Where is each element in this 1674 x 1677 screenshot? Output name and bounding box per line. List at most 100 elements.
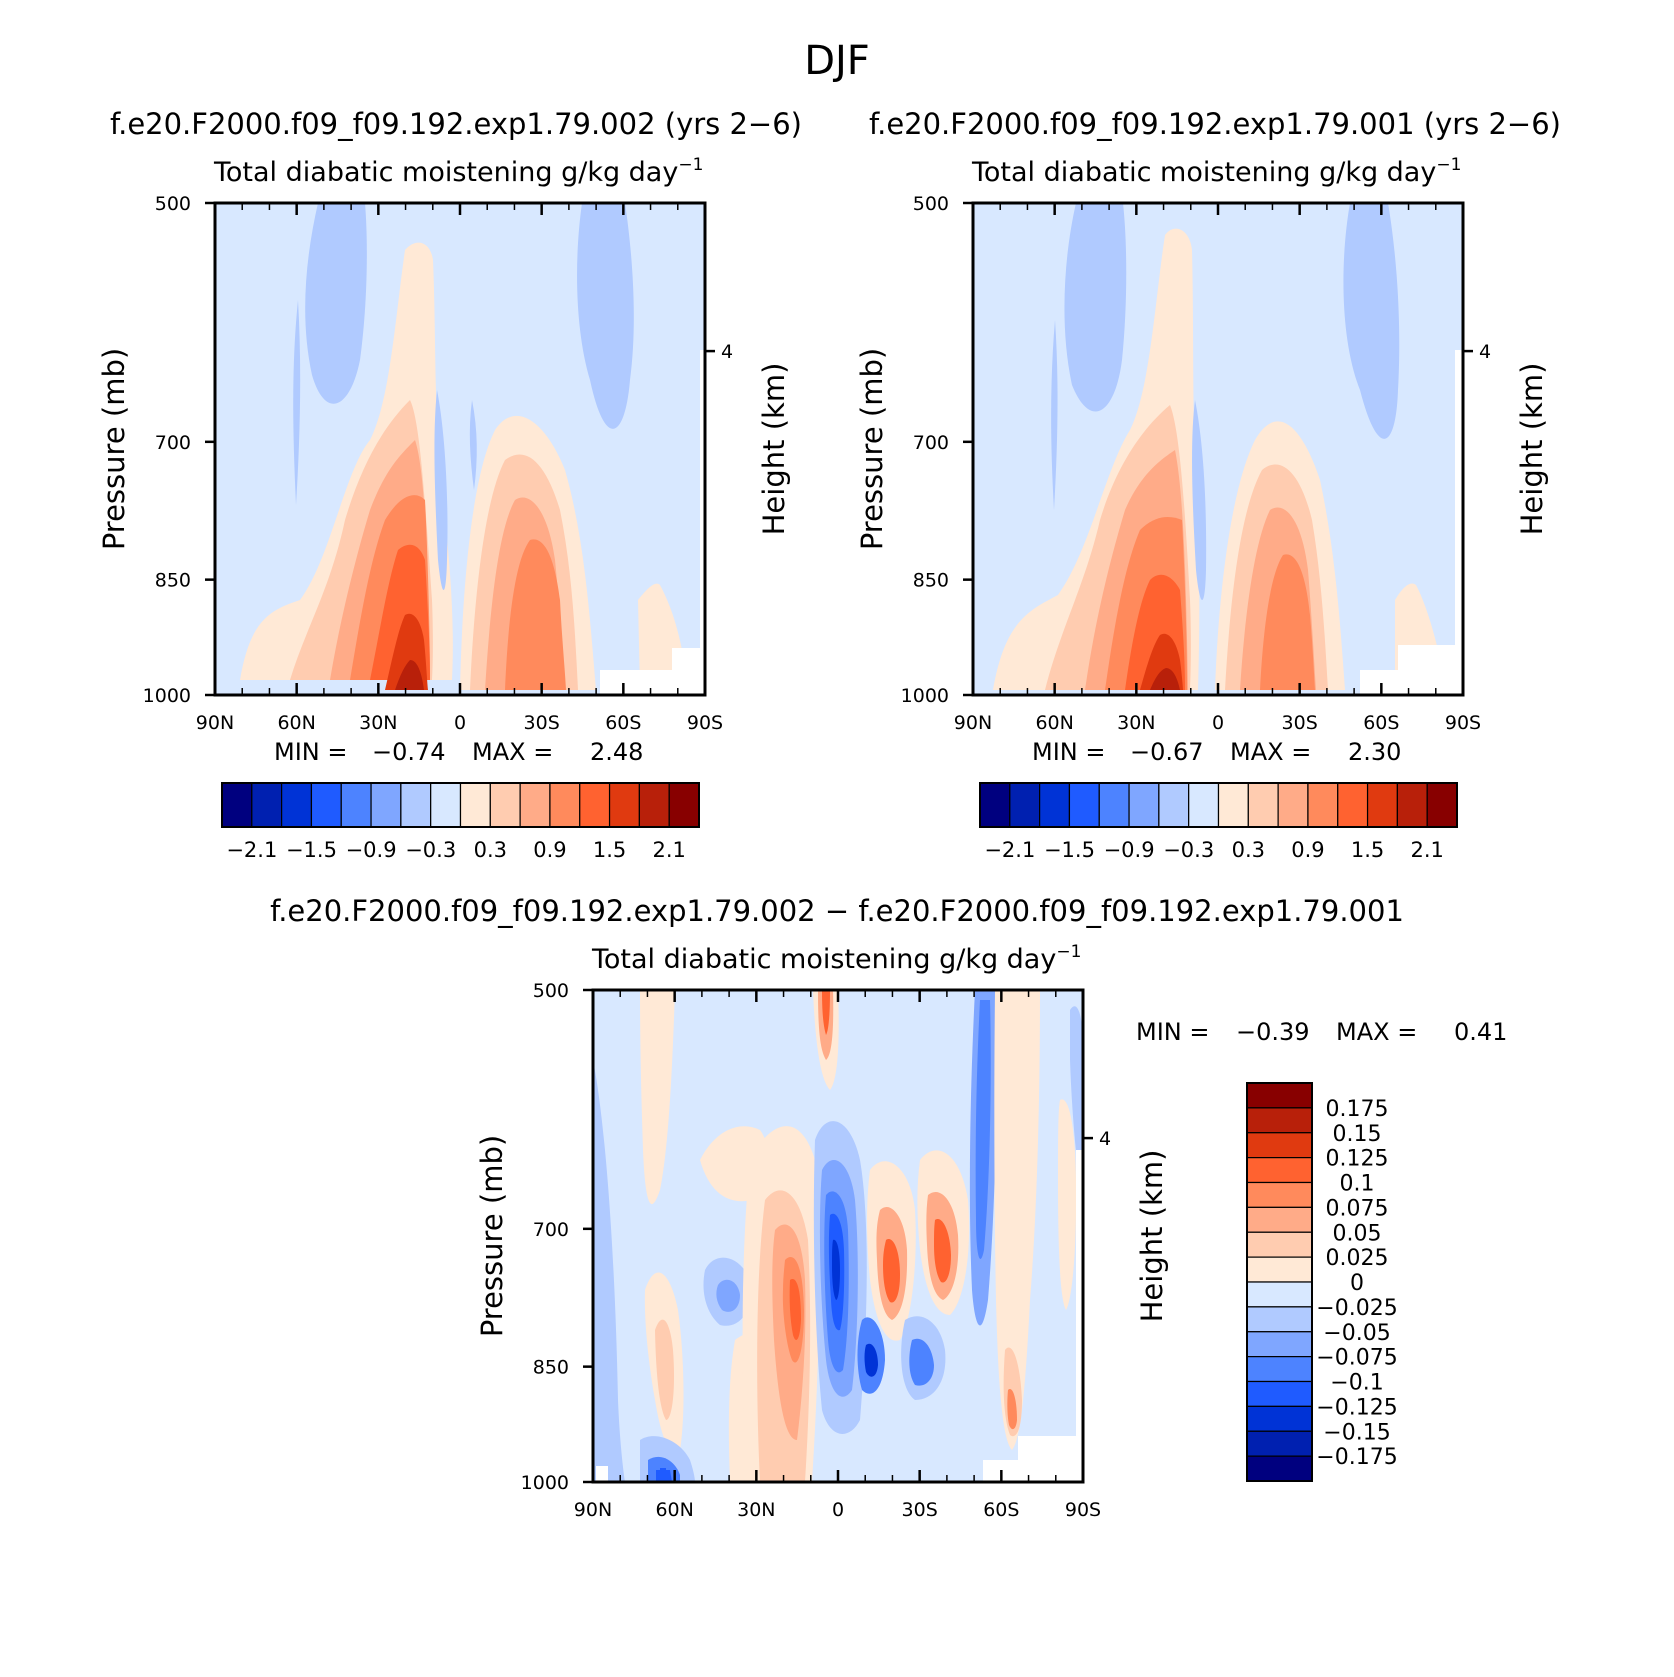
- panel-3-colorbar-label: −0.125: [1316, 1395, 1397, 1420]
- panel-1-colorbar-swatch: [638, 782, 670, 828]
- panel-2-y2label: Height (km): [1515, 363, 1549, 536]
- panel-3-colorbar-label: −0.175: [1316, 1445, 1397, 1470]
- panel-2: f.e20.F2000.f09_f09.192.exp1.79.001 (yrs…: [855, 107, 1561, 862]
- panel-2-colorbar-swatch: [1098, 782, 1130, 828]
- panel-1-y2label: Height (km): [757, 363, 791, 536]
- panel-3-colorbar-swatch: [1246, 1281, 1313, 1308]
- panel-1-contour-neg-sh: [577, 203, 634, 429]
- panel-3-xtick-label: 0: [832, 1499, 844, 1521]
- panel-3-colorbar-swatch: [1246, 1206, 1313, 1233]
- panel-1-colorbar-swatch: [549, 782, 581, 828]
- panel-3-colorbar-label: 0.025: [1326, 1246, 1389, 1271]
- panel-1-xtick-label: 30S: [524, 712, 560, 734]
- panel-1-colorbar-label: 0.3: [474, 838, 507, 862]
- panel-2-xtick-label: 60S: [1363, 712, 1399, 734]
- panel-2-colorbar-swatch: [1128, 782, 1160, 828]
- panel-3-colorbar-swatch: [1246, 1455, 1313, 1482]
- panel-3-colorbar-swatch: [1246, 1132, 1313, 1159]
- panel-1: f.e20.F2000.f09_f09.192.exp1.79.002 (yrs…: [97, 107, 802, 862]
- panel-1-title: f.e20.F2000.f09_f09.192.exp1.79.002 (yrs…: [110, 107, 802, 141]
- panel-2-colorbar-swatch: [1247, 782, 1279, 828]
- panel-3-min-label: MIN =: [1136, 1018, 1209, 1046]
- panel-2-colorbar-swatch: [1337, 782, 1369, 828]
- panel-3-colorbar-swatch: [1246, 1157, 1313, 1184]
- panel-2-colorbar-swatch: [979, 782, 1011, 828]
- panel-3-max-label: MAX =: [1336, 1018, 1417, 1046]
- panel-2-min-value: −0.67: [1130, 738, 1204, 766]
- panel-3-xtick-label: 30N: [737, 1499, 775, 1521]
- panel-3-ytick-label: 1000: [521, 1472, 569, 1494]
- panel-2-min-label: MIN =: [1032, 738, 1105, 766]
- panel-3-colorbar-swatch: [1246, 1380, 1313, 1407]
- panel-3-ytick-label: 500: [533, 980, 569, 1002]
- panel-1-xtick-label: 90S: [687, 712, 723, 734]
- panel-1-ylabel: Pressure (mb): [97, 348, 131, 550]
- panel-1-colorbar-label: 2.1: [652, 838, 685, 862]
- panel-1-field: [215, 203, 705, 695]
- panel-3-colorbar-label: 0.05: [1333, 1221, 1382, 1246]
- panel-2-colorbar-swatch: [1009, 782, 1041, 828]
- panel-2-xtick-label: 30N: [1117, 712, 1155, 734]
- panel-3-xtick-label: 30S: [902, 1499, 938, 1521]
- panel-2-colorbar-swatch: [1188, 782, 1220, 828]
- panel-3-colorbar: 0.1750.150.1250.10.0750.050.0250−0.025−0…: [1246, 1082, 1398, 1482]
- panel-3-xtick-label: 60N: [655, 1499, 693, 1521]
- panel-1-y2tick-label: 4: [721, 341, 733, 363]
- panel-3-max-value: 0.41: [1454, 1018, 1507, 1046]
- panel-2-colorbar-swatch: [1158, 782, 1190, 828]
- panel-3-colorbar-swatch: [1246, 1331, 1313, 1358]
- panel-1-subtitle: Total diabatic moistening g/kg day−1: [213, 155, 703, 188]
- panel-2-ylabel: Pressure (mb): [855, 348, 889, 550]
- panel-3-colorbar-swatch: [1246, 1356, 1313, 1383]
- panel-2-ytick-label: 1000: [901, 685, 949, 707]
- panel-1-ytick-label: 850: [155, 570, 191, 592]
- panel-2-subtitle: Total diabatic moistening g/kg day−1: [971, 155, 1461, 188]
- panel-2-colorbar-swatch: [1307, 782, 1339, 828]
- panel-3-subtitle: Total diabatic moistening g/kg day−1: [591, 942, 1081, 975]
- panel-3-colorbar-swatch: [1246, 1306, 1313, 1333]
- panel-2-colorbar-swatch: [1217, 782, 1249, 828]
- panel-1-colorbar-swatch: [668, 782, 700, 828]
- panel-3-field: [593, 990, 1083, 1482]
- panel-3-ylabel: Pressure (mb): [475, 1135, 509, 1337]
- panel-2-colorbar-label: −1.5: [1044, 838, 1095, 862]
- panel-3-title: f.e20.F2000.f09_f09.192.exp1.79.002 − f.…: [270, 894, 1404, 928]
- panel-1-colorbar-swatch: [221, 782, 253, 828]
- panel-1-ytick-label: 500: [155, 193, 191, 215]
- panel-3-colorbar-swatch: [1246, 1430, 1313, 1457]
- panel-1-colorbar-swatch: [281, 782, 313, 828]
- panel-2-stats: MIN = −0.67 MAX = 2.30: [1032, 738, 1401, 766]
- panel-3-xtick-label: 60S: [983, 1499, 1019, 1521]
- panel-2-ytick-label: 700: [913, 432, 949, 454]
- panel-3-colorbar-label: 0.175: [1326, 1097, 1389, 1122]
- panel-2-colorbar-label: −0.3: [1163, 838, 1214, 862]
- panel-2-colorbar-label: −0.9: [1104, 838, 1155, 862]
- figure-title: DJF: [804, 38, 870, 84]
- panel-2-xtick-label: 60N: [1035, 712, 1073, 734]
- panel-1-colorbar-swatch: [608, 782, 640, 828]
- panel-2-colorbar-swatch: [1068, 782, 1100, 828]
- panel-2-colorbar-label: 0.3: [1232, 838, 1265, 862]
- panel-2-colorbar-swatch: [1396, 782, 1428, 828]
- panel-3-colorbar-label: −0.1: [1330, 1371, 1383, 1396]
- panel-3-colorbar-swatch: [1246, 1405, 1313, 1432]
- panel-3-colorbar-swatch: [1246, 1231, 1313, 1258]
- panel-1-min-label: MIN =: [274, 738, 347, 766]
- panel-2-colorbar-label: 2.1: [1410, 838, 1443, 862]
- panel-2-y2tick-label: 4: [1479, 341, 1491, 363]
- panel-1-colorbar-swatch: [579, 782, 611, 828]
- panel-1-colorbar-swatch: [310, 782, 342, 828]
- panel-2-xtick-label: 0: [1212, 712, 1224, 734]
- panel-1-stats: MIN = −0.74 MAX = 2.48: [274, 738, 643, 766]
- panel-2-ytick-label: 850: [913, 570, 949, 592]
- panel-2-colorbar-label: 1.5: [1351, 838, 1384, 862]
- panel-3-colorbar-label: 0.1: [1340, 1172, 1375, 1197]
- panel-1-colorbar-label: −1.5: [286, 838, 337, 862]
- panel-2-contour-neg-sh: [1343, 203, 1400, 439]
- panel-1-colorbar-swatch: [489, 782, 521, 828]
- panel-3-min-value: −0.39: [1236, 1018, 1310, 1046]
- panel-2-xtick-label: 90S: [1445, 712, 1481, 734]
- panel-2-field: [973, 203, 1463, 695]
- panel-1-colorbar-swatch: [459, 782, 491, 828]
